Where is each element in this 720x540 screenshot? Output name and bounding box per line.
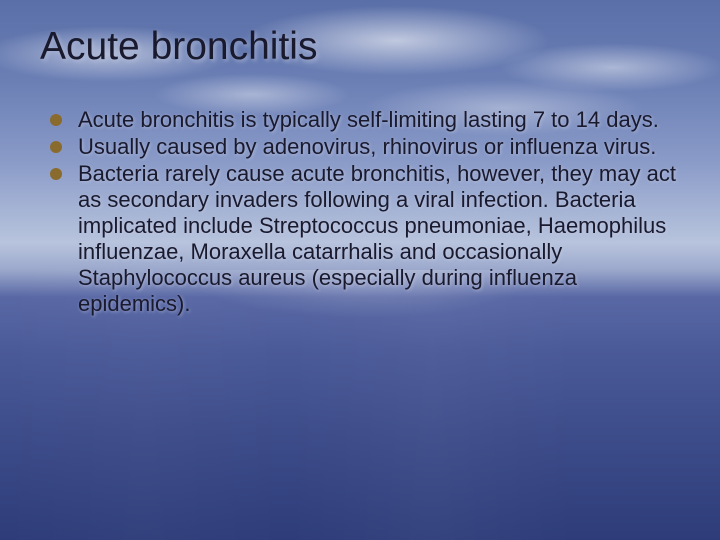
bullet-list: Acute bronchitis is typically self-limit…: [40, 107, 680, 317]
slide: Acute bronchitis Acute bronchitis is typ…: [0, 0, 720, 540]
list-item: Acute bronchitis is typically self-limit…: [50, 107, 680, 133]
list-item: Usually caused by adenovirus, rhinovirus…: [50, 134, 680, 160]
slide-title: Acute bronchitis: [40, 25, 680, 69]
list-item: Bacteria rarely cause acute bronchitis, …: [50, 161, 680, 317]
